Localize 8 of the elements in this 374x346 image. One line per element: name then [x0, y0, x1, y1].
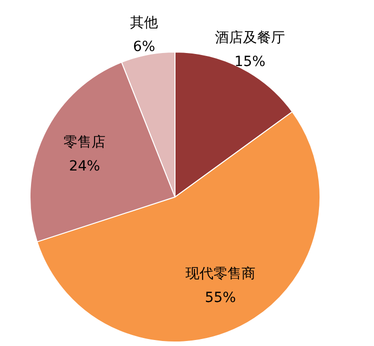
slice-label: 零售店 — [64, 134, 106, 150]
data-label: 24% — [68, 158, 100, 174]
slice-label: 现代零售商 — [185, 266, 256, 282]
data-label: 6% — [132, 38, 156, 55]
slice-label: 其他 — [130, 14, 158, 31]
slice-label: 酒店及餐厅 — [214, 30, 285, 46]
data-label: 55% — [204, 290, 236, 306]
data-label: 15% — [234, 54, 266, 70]
